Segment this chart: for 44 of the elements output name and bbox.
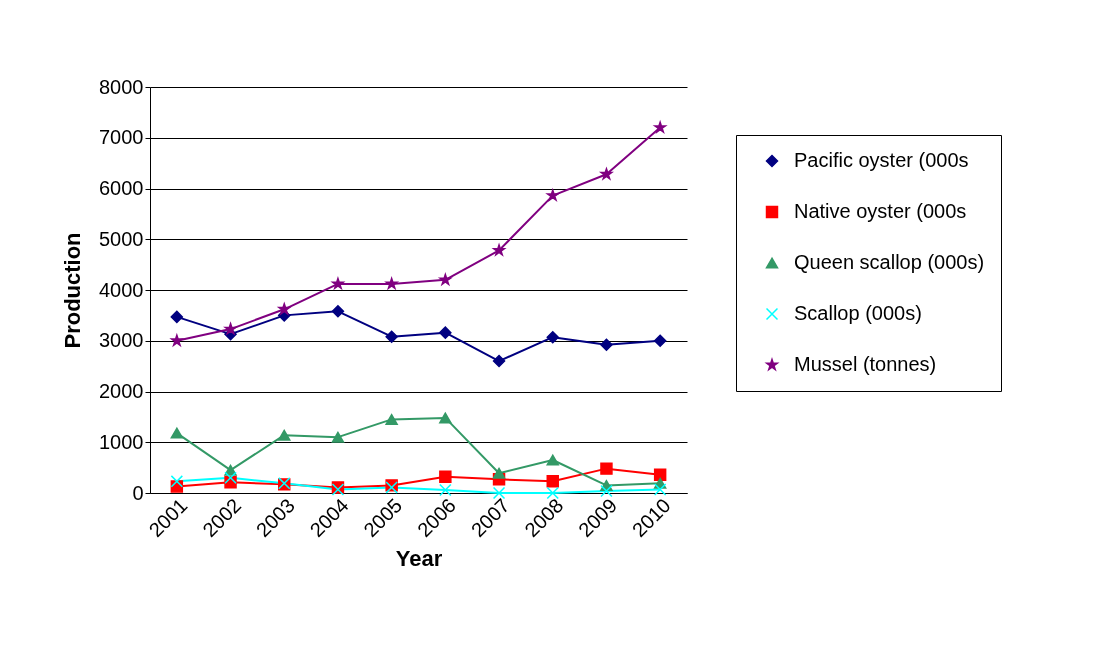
point <box>439 483 452 497</box>
legend-label: Native oyster (000s <box>794 200 967 222</box>
y-tick-label: 6000 <box>99 177 144 199</box>
point <box>170 475 184 488</box>
y-tick-label: 0 <box>132 481 144 504</box>
point <box>546 475 559 488</box>
point <box>546 454 559 466</box>
y-tick-label: 7000 <box>99 126 144 149</box>
legend-label: Pacific oyster (000s <box>794 149 969 171</box>
point <box>439 326 452 339</box>
point <box>546 486 559 500</box>
point <box>492 354 506 368</box>
y-tick-label: 2000 <box>99 380 144 402</box>
point <box>170 310 184 324</box>
point <box>546 189 559 201</box>
point <box>439 412 452 424</box>
point <box>492 467 506 479</box>
point <box>653 334 667 347</box>
legend-label: Mussel (tonnes) <box>794 353 937 375</box>
point <box>224 322 237 335</box>
legend-label: Queen scallop (000s) <box>794 251 985 273</box>
x-axis-title: Year <box>395 546 443 572</box>
point <box>385 330 398 343</box>
point <box>385 277 398 290</box>
y-tick-label: 3000 <box>99 329 144 352</box>
point <box>224 471 237 484</box>
point <box>600 462 613 475</box>
point <box>653 483 667 496</box>
y-tick-label: 5000 <box>99 227 144 250</box>
point <box>170 427 184 439</box>
point <box>439 273 452 286</box>
y-tick-label: 8000 <box>99 75 144 98</box>
y-tick-label: 1000 <box>99 430 144 453</box>
point <box>546 330 559 344</box>
point <box>331 305 345 318</box>
y-tick-label: 4000 <box>99 278 144 301</box>
y-axis-title: Production <box>60 232 86 349</box>
legend-label: Scallop (000s) <box>794 302 922 324</box>
point <box>278 429 291 441</box>
point <box>331 431 345 443</box>
point <box>600 484 613 498</box>
point <box>439 470 452 483</box>
point <box>600 338 613 352</box>
point <box>385 413 398 425</box>
